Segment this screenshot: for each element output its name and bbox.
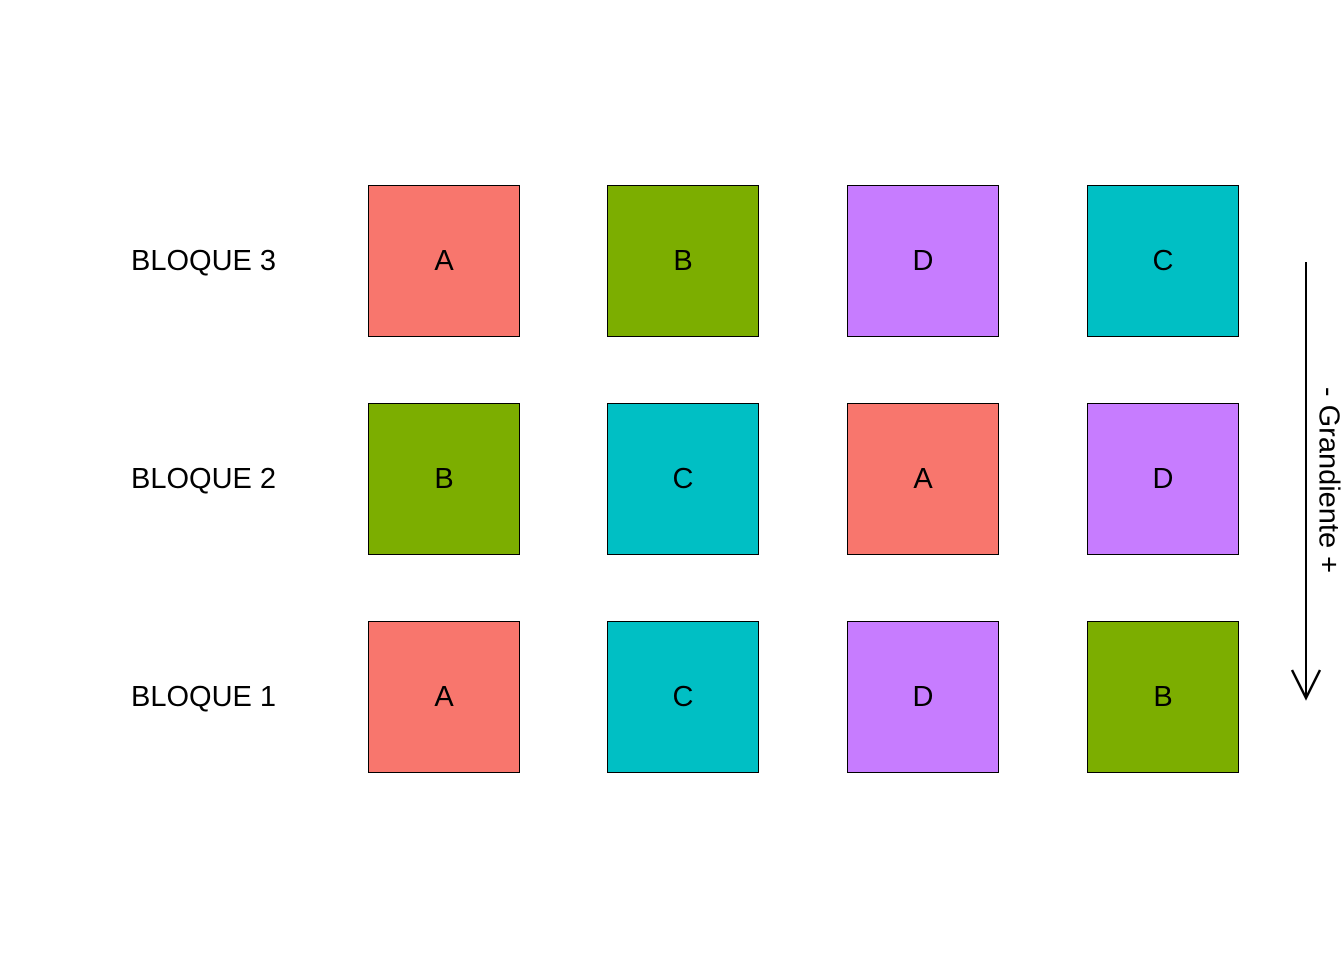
plot-treatment-label: D bbox=[913, 245, 934, 278]
plot-treatment-label: A bbox=[434, 245, 453, 278]
plot-cell: C bbox=[607, 621, 759, 773]
plot-cell: B bbox=[1087, 621, 1239, 773]
plot-cell: A bbox=[368, 185, 520, 337]
plot-treatment-label: A bbox=[913, 463, 932, 496]
gradient-arrow-line bbox=[1305, 262, 1307, 698]
block-label: BLOQUE 1 bbox=[131, 677, 276, 717]
plot-cell: C bbox=[607, 403, 759, 555]
plot-treatment-label: B bbox=[434, 463, 453, 496]
gradient-label: - Grandiente + bbox=[1312, 387, 1344, 573]
plot-cell: D bbox=[847, 185, 999, 337]
plot-treatment-label: C bbox=[673, 681, 694, 714]
plot-treatment-label: B bbox=[673, 245, 692, 278]
plot-cell: D bbox=[847, 621, 999, 773]
plot-treatment-label: D bbox=[913, 681, 934, 714]
plot-cell: B bbox=[607, 185, 759, 337]
plot-cell: A bbox=[368, 621, 520, 773]
plot-treatment-label: A bbox=[434, 681, 453, 714]
plot-cell: B bbox=[368, 403, 520, 555]
arrow-down-icon bbox=[1290, 668, 1322, 702]
plot-cell: D bbox=[1087, 403, 1239, 555]
plot-cell: A bbox=[847, 403, 999, 555]
plot-treatment-label: D bbox=[1153, 463, 1174, 496]
plot-treatment-label: C bbox=[1153, 245, 1174, 278]
plot-treatment-label: C bbox=[673, 463, 694, 496]
plot-cell: C bbox=[1087, 185, 1239, 337]
block-label: BLOQUE 3 bbox=[131, 241, 276, 281]
block-label: BLOQUE 2 bbox=[131, 459, 276, 499]
plot-treatment-label: B bbox=[1153, 681, 1172, 714]
